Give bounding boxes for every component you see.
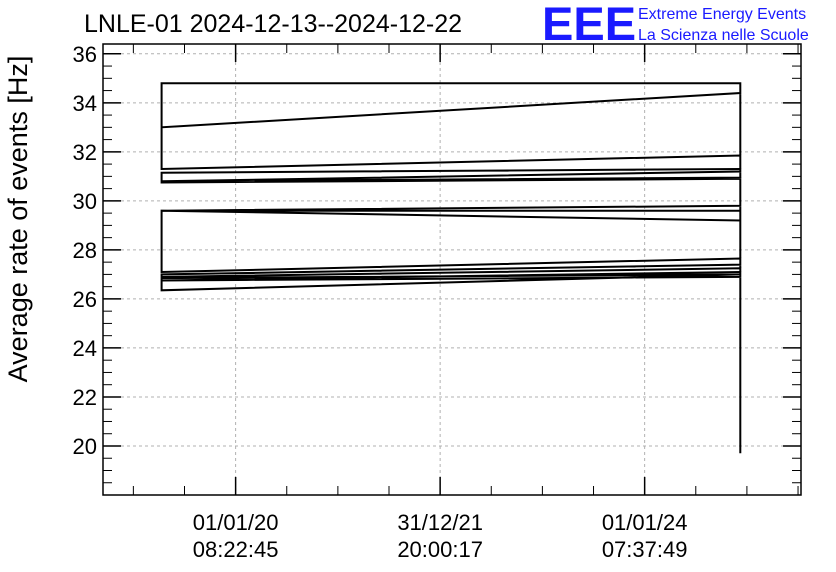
y-tick-label: 34: [73, 91, 97, 116]
x-tick-label-date: 01/01/24: [602, 510, 688, 535]
grid-lines: [103, 44, 801, 495]
y-tick-labels: 20 22 24 26 28 30 32 34 36: [73, 42, 97, 459]
y-axis-label: Average rate of events [Hz]: [3, 56, 33, 383]
logo-text: EEE: [542, 0, 636, 50]
axis-ticks: [103, 44, 801, 495]
y-tick-label: 36: [73, 42, 97, 67]
x-tick-label-time: 07:37:49: [602, 537, 688, 562]
y-tick-label: 28: [73, 238, 97, 263]
series-layer: [160, 82, 742, 454]
eee-logo: EEE Extreme Energy Events La Scienza nel…: [542, 0, 809, 50]
y-tick-label: 26: [73, 287, 97, 312]
y-tick-label: 20: [73, 434, 97, 459]
y-tick-label: 24: [73, 336, 97, 361]
y-tick-label: 22: [73, 385, 97, 410]
y-tick-label: 30: [73, 189, 97, 214]
y-tick-label: 32: [73, 140, 97, 165]
x-tick-label-time: 20:00:17: [397, 537, 483, 562]
plot-frame: [102, 43, 802, 496]
brand-line-2: La Scienza nelle Scuole: [638, 27, 809, 44]
x-tick-label-date: 01/01/20: [193, 510, 279, 535]
chart-title: LNLE-01 2024-12-13--2024-12-22: [84, 10, 462, 38]
x-tick-label-time: 08:22:45: [193, 537, 279, 562]
x-tick-label-date: 31/12/21: [397, 510, 483, 535]
brand-line-1: Extreme Energy Events: [638, 6, 806, 23]
series-line-1: [160, 82, 742, 454]
